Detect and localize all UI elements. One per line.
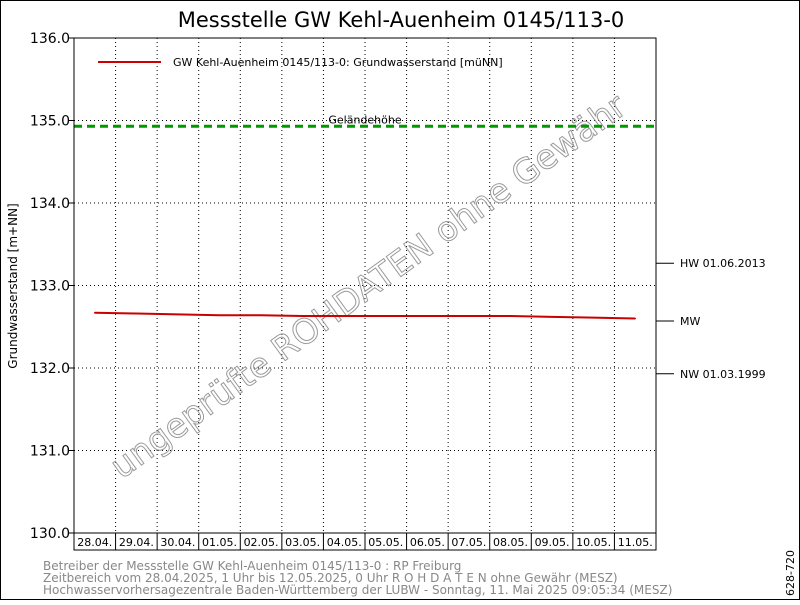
y-tick-label: 135.0	[30, 114, 70, 130]
x-tick-label: 28.04.	[77, 536, 112, 549]
watermark-text: ungeprüfte ROHDATEN ohne Gewähr	[103, 86, 634, 487]
x-tick-label: 30.04.	[160, 536, 195, 549]
data-point	[468, 315, 470, 317]
side-marker-label: MW	[680, 315, 700, 328]
y-tick-label: 130.0	[30, 526, 70, 542]
reference-line-label: Geländehöhe	[328, 113, 401, 126]
y-tick-label: 132.0	[30, 361, 70, 377]
y-tick-label: 136.0	[30, 31, 70, 47]
data-point	[343, 315, 346, 317]
footer-operator: Betreiber der Messstelle GW Kehl-Auenhei…	[43, 559, 461, 573]
chart-title: Messstelle GW Kehl-Auenheim 0145/113-0	[178, 8, 625, 32]
x-tick-label: 11.05.	[618, 536, 653, 549]
data-point	[551, 316, 553, 318]
y-axis-label: Grundwasserstand [m+NN]	[6, 203, 20, 368]
x-tick-label: 05.05.	[368, 536, 403, 549]
grid	[74, 38, 656, 533]
data-point	[426, 315, 429, 317]
x-tick-label: 07.05.	[451, 536, 486, 549]
station-code: 628-720	[784, 550, 797, 596]
legend-label: GW Kehl-Auenheim 0145/113-0: Grundwasser…	[173, 56, 503, 69]
y-axis-ticks: 130.0 131.0 132.0 133.0 134.0 135.0 136.0	[30, 31, 74, 542]
legend: GW Kehl-Auenheim 0145/113-0: Grundwasser…	[98, 56, 503, 69]
data-point	[93, 311, 96, 314]
series-line-grundwasserstand	[94, 311, 636, 320]
footer-publisher: Hochwasservorhersagezentrale Baden-Württ…	[43, 583, 672, 597]
side-markers: HW 01.06.2013 MW NW 01.03.1999	[656, 257, 766, 381]
x-tick-label: 01.05.	[202, 536, 237, 549]
watermark: ungeprüfte ROHDATEN ohne Gewähr	[103, 86, 635, 488]
data-point	[218, 314, 221, 317]
data-point	[135, 312, 138, 315]
data-point	[177, 313, 179, 316]
data-point	[260, 314, 262, 317]
data-point	[509, 315, 512, 317]
footer-time-range: Zeitbereich vom 28.04.2025, 1 Uhr bis 12…	[43, 571, 618, 585]
y-tick-label: 131.0	[30, 444, 70, 460]
x-tick-label: 29.04.	[119, 536, 154, 549]
x-tick-label: 06.05.	[410, 536, 445, 549]
side-marker-label: HW 01.06.2013	[680, 257, 766, 270]
y-tick-label: 133.0	[30, 279, 70, 295]
x-tick-label: 08.05.	[493, 536, 528, 549]
data-point	[592, 316, 595, 319]
x-tick-label: 02.05.	[244, 536, 279, 549]
side-marker-label: NW 01.03.1999	[680, 368, 766, 381]
x-tick-label: 09.05.	[535, 536, 570, 549]
data-point	[384, 315, 387, 317]
x-axis-ticks: 28.04. 29.04. 30.04. 01.05. 02.05. 03.05. 04.0…	[73, 533, 653, 550]
y-tick-label: 134.0	[30, 196, 70, 212]
data-point	[634, 317, 637, 320]
series-lines	[93, 311, 637, 320]
data-point	[301, 315, 304, 317]
x-tick-label: 10.05.	[576, 536, 611, 549]
reference-lines: Geländehöhe	[74, 113, 656, 128]
x-tick-label: 04.05.	[327, 536, 362, 549]
x-tick-label: 03.05.	[285, 536, 320, 549]
